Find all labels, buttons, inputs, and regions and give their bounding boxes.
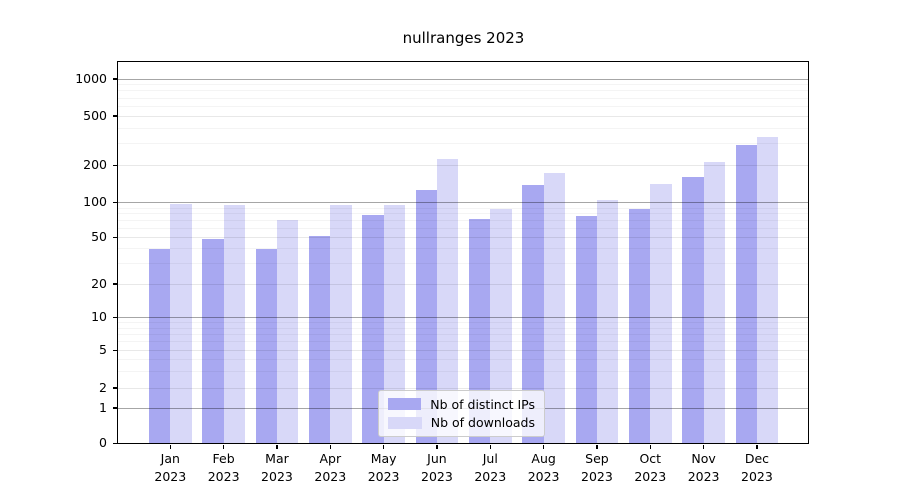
x-tick-month: Mar bbox=[265, 451, 289, 466]
legend-entry-downloads: Nb of downloads bbox=[388, 415, 535, 430]
x-tick-aug bbox=[543, 444, 545, 449]
x-tick-year: 2023 bbox=[741, 469, 773, 484]
x-tick-label-mar: Mar 2023 bbox=[245, 450, 309, 486]
x-tick-month: Sep bbox=[585, 451, 609, 466]
legend-label-distinct-ips: Nb of distinct IPs bbox=[430, 396, 535, 412]
y-tick-label-20: 20 bbox=[91, 275, 107, 291]
x-tick-label-apr: Apr 2023 bbox=[298, 450, 362, 486]
x-tick-year: 2023 bbox=[421, 469, 453, 484]
x-tick-month: Jul bbox=[482, 451, 498, 466]
y-tick-label-10: 10 bbox=[91, 309, 107, 324]
x-tick-month: May bbox=[370, 451, 397, 466]
legend-swatch-downloads bbox=[388, 416, 422, 429]
x-tick-month: Aug bbox=[531, 451, 556, 466]
x-tick-label-oct: Oct 2023 bbox=[618, 450, 682, 486]
x-tick-year: 2023 bbox=[474, 469, 507, 484]
plot-frame bbox=[117, 61, 810, 444]
x-tick-month: Oct bbox=[639, 451, 662, 466]
x-tick-oct bbox=[649, 444, 651, 449]
x-tick-year: 2023 bbox=[314, 469, 347, 484]
x-tick-year: 2023 bbox=[261, 469, 293, 484]
y-tick-label-0: 0 bbox=[99, 435, 107, 450]
x-tick-apr bbox=[329, 444, 331, 449]
x-tick-label-sep: Sep 2023 bbox=[565, 450, 629, 486]
y-tick-label-1: 1 bbox=[99, 399, 107, 415]
x-tick-year: 2023 bbox=[581, 469, 613, 484]
x-tick-label-dec: Dec 2023 bbox=[725, 450, 789, 486]
x-tick-year: 2023 bbox=[207, 469, 240, 484]
x-tick-month: Feb bbox=[212, 451, 235, 466]
x-tick-year: 2023 bbox=[367, 469, 400, 484]
x-tick-year: 2023 bbox=[634, 469, 667, 484]
x-tick-year: 2023 bbox=[687, 469, 720, 484]
x-tick-label-feb: Feb 2023 bbox=[192, 450, 256, 486]
legend: Nb of distinct IPs Nb of downloads bbox=[378, 390, 545, 437]
legend-label-downloads: Nb of downloads bbox=[430, 415, 535, 431]
legend-swatch-distinct-ips bbox=[388, 398, 422, 411]
x-tick-label-nov: Nov 2023 bbox=[672, 450, 736, 486]
x-tick-year: 2023 bbox=[154, 469, 187, 484]
x-tick-may bbox=[383, 444, 385, 449]
x-tick-label-jul: Jul 2023 bbox=[458, 450, 522, 486]
x-tick-month: Apr bbox=[319, 451, 342, 466]
x-tick-label-aug: Aug 2023 bbox=[512, 450, 576, 486]
y-tick-label-100: 100 bbox=[83, 194, 107, 210]
x-tick-label-jun: Jun 2023 bbox=[405, 450, 469, 486]
x-tick-month: Jun bbox=[427, 451, 447, 466]
x-tick-label-may: May 2023 bbox=[352, 450, 416, 486]
x-tick-month: Jan bbox=[160, 451, 180, 466]
y-tick-label-200: 200 bbox=[83, 157, 107, 172]
y-tick-label-500: 500 bbox=[83, 107, 107, 123]
x-tick-dec bbox=[756, 444, 758, 449]
x-tick-jun bbox=[436, 444, 438, 449]
x-tick-feb bbox=[223, 444, 225, 449]
y-tick-label-2: 2 bbox=[99, 379, 107, 395]
chart-title: nullranges 2023 bbox=[402, 29, 525, 47]
x-tick-label-jan: Jan 2023 bbox=[138, 450, 202, 486]
y-tick-label-50: 50 bbox=[91, 229, 107, 245]
y-tick-label-5: 5 bbox=[99, 342, 107, 357]
x-tick-sep bbox=[596, 444, 598, 449]
x-tick-nov bbox=[703, 444, 705, 449]
y-tick-label-1000: 1000 bbox=[75, 70, 107, 86]
x-tick-mar bbox=[276, 444, 278, 449]
x-tick-jul bbox=[489, 444, 491, 449]
x-tick-month: Nov bbox=[691, 451, 716, 466]
x-tick-month: Dec bbox=[744, 451, 770, 466]
x-tick-jan bbox=[169, 444, 171, 449]
legend-entry-distinct-ips: Nb of distinct IPs bbox=[388, 397, 535, 412]
x-tick-year: 2023 bbox=[527, 469, 560, 484]
